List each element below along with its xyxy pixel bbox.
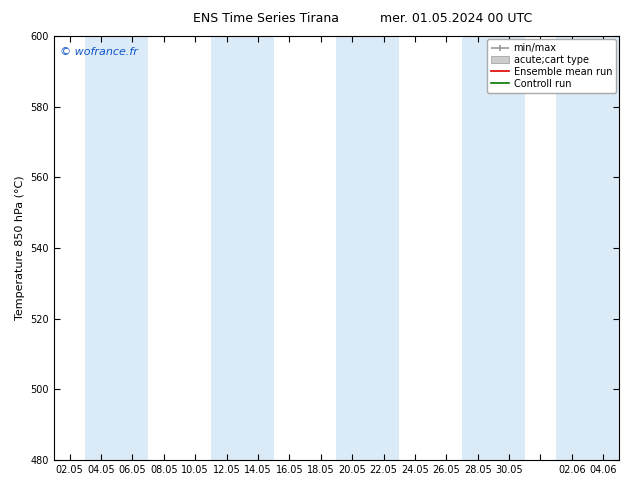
Text: ENS Time Series Tirana: ENS Time Series Tirana	[193, 12, 339, 25]
Bar	[462, 36, 525, 460]
Bar	[86, 36, 148, 460]
Text: mer. 01.05.2024 00 UTC: mer. 01.05.2024 00 UTC	[380, 12, 533, 25]
Legend: min/max, acute;cart type, Ensemble mean run, Controll run: min/max, acute;cart type, Ensemble mean …	[488, 39, 616, 93]
Text: © wofrance.fr: © wofrance.fr	[60, 47, 138, 57]
Bar	[556, 36, 619, 460]
Bar	[337, 36, 399, 460]
Y-axis label: Temperature 850 hPa (°C): Temperature 850 hPa (°C)	[15, 176, 25, 320]
Bar	[211, 36, 274, 460]
